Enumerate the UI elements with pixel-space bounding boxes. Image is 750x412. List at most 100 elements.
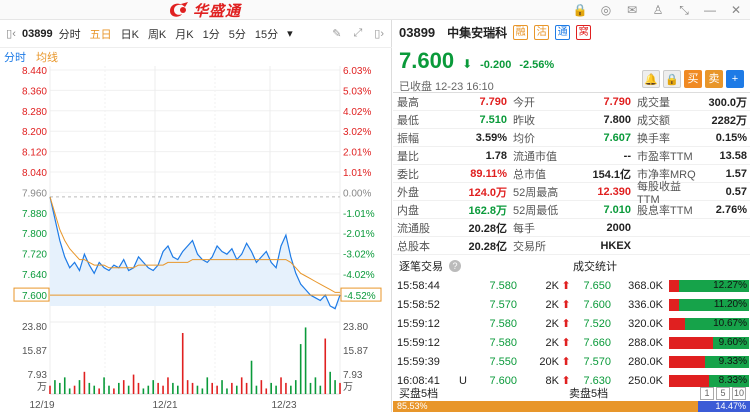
trades-header: 逐笔交易 ? [399,256,461,276]
trade-vol: 2K [545,298,559,311]
price-chart[interactable]: 8.440 6.03% 8.360 5.03% 8.280 4.02% 8.200 3.02%… [0,66,392,412]
stat-key: 总市值 [513,168,546,181]
dist-bar-fill [669,355,705,368]
order-book-summary: 买盘5档 卖盘5档 1 5 10 85.53% 14.47% [393,386,750,412]
trade-price: 7.600 [489,374,517,387]
chart-panel: ▯‹ 03899 分时 五日 日K 周K 月K 1分 5分 15分 ▾ ✎ ⤢ … [0,20,392,412]
volume-bar [339,382,341,394]
up-arrow-icon: ⬆ [561,318,571,330]
trade-time: 16:08:41 [397,374,440,387]
price-change-pct: -2.56% [519,59,555,71]
volume-bar [196,385,199,394]
subtab-timeshare[interactable]: 分时 [4,52,26,64]
badge-margin[interactable]: 融 [513,25,529,40]
volume-bar [147,385,150,394]
stat-value: 7.790 [479,95,507,108]
volume-bar [54,380,56,394]
volume-bar [157,382,159,394]
dist-bar: 9.60% [669,336,749,349]
last-price: 7.600 [399,48,455,73]
badge-warrant[interactable]: 窝 [576,25,592,40]
depth-10-button[interactable]: 10 [732,386,746,400]
sidebar-toggle-icon[interactable]: ▯‹ [6,28,16,40]
stat-key: 最低 [397,114,419,127]
headset-icon[interactable]: ◎ [600,3,612,17]
stat-value: 20.28亿 [468,240,507,253]
stat-key: 每手 [513,222,535,235]
draw-pen-icon[interactable]: ✎ [332,28,342,40]
lock-small-icon[interactable]: 🔒 [663,70,681,88]
period-tab[interactable]: 1分 [202,28,220,41]
mail-icon[interactable]: ✉ [626,3,638,17]
depth-1-button[interactable]: 1 [700,386,714,400]
stats-table: 最高 7.790 今开 7.790 成交量 300.0万 最低 7.510 昨收 7.800 成交额… [393,92,750,255]
pct-tick-label: 4.02% [343,107,371,118]
volume-bar [93,385,96,394]
dist-pct: 9.33% [718,355,747,367]
dist-volume: 250.0K [628,374,663,387]
volume-bar [49,385,51,394]
period-dropdown-icon[interactable]: ▾ [287,28,293,40]
period-tab[interactable]: 日K [120,28,139,41]
trade-price: 7.550 [489,355,517,368]
depth-5-button[interactable]: 5 [716,386,730,400]
alert-icon[interactable]: 🔔 [642,70,660,88]
trade-time: 15:59:12 [397,317,440,330]
period-tab[interactable]: 分时 [58,28,81,41]
volume-bar [260,380,263,394]
period-tab[interactable]: 15分 [254,28,279,41]
shirt-icon[interactable]: ♙ [652,3,664,17]
pct-tick-label: -3.02% [343,250,375,261]
stat-value: -- [623,149,631,162]
pct-tick-label: 0.00% [343,188,371,199]
close-icon[interactable]: ✕ [730,3,742,17]
lock-icon[interactable]: 🔒 [572,3,588,17]
shrink-icon[interactable]: ⤡ [679,3,689,17]
pct-tick-label: -4.02% [343,270,375,281]
stat-key: 市盈率TTM [637,150,693,163]
minimize-icon[interactable]: — [704,3,716,17]
stat-value: 300.0万 [708,96,747,109]
buy-label: 买盘5档 [399,388,439,400]
help-icon[interactable]: ? [449,260,461,272]
date-tick-label: 12/19 [29,400,54,411]
add-watchlist-button[interactable]: + [726,70,744,88]
dist-price: 7.660 [583,336,611,349]
badge-short[interactable]: 沽 [534,25,550,40]
dist-price: 7.520 [583,317,611,330]
dist-bar-fill [669,317,685,330]
volume-bar [250,360,253,394]
volume-bar [162,385,164,394]
volume-bar [226,388,228,394]
volume-bar [172,382,174,394]
volume-tick-label: 万 [343,382,353,393]
stat-value: 124.0万 [468,186,507,199]
buy-button[interactable]: 买 [684,70,702,88]
price-tick-label: 8.200 [22,127,47,138]
period-tab[interactable]: 周K [147,28,167,41]
volume-tick-label: 15.87 [22,346,47,357]
stat-value: 13.58 [719,149,747,162]
period-tab[interactable]: 5分 [228,28,246,41]
sell-button[interactable]: 卖 [705,70,723,88]
price-tick-label: 7.720 [22,250,47,261]
stats-row: 内盘 162.8万 52周最低 7.010 股息率TTM 2.76% [393,201,750,219]
period-tab-active[interactable]: 五日 [89,28,112,41]
volume-bar [299,344,302,394]
average-line [49,196,340,293]
pct-tick-label: 1.01% [343,168,371,179]
stats-row: 量比 1.78 流通市值 -- 市盈率TTM 13.58 [393,147,750,165]
stat-value: 7.010 [603,203,631,216]
distribution-row: 7.630 250.0K 8.33% [573,371,750,390]
period-tab[interactable]: 月K [175,28,194,41]
volume-bar [221,380,223,394]
volume-bar [167,377,169,394]
volume-bar [68,388,71,394]
stat-key: 交易所 [513,240,546,253]
expand-icon[interactable]: ⤢ [353,27,363,39]
badge-connect[interactable]: 通 [555,25,571,40]
subtab-moving-average[interactable]: 均线 [36,52,58,64]
stat-key: 流通股 [397,222,430,235]
collapse-icon[interactable]: ▯› [374,28,384,40]
stats-row: 外盘 124.0万 52周最高 12.390 每股收益TTM 0.57 [393,181,750,206]
